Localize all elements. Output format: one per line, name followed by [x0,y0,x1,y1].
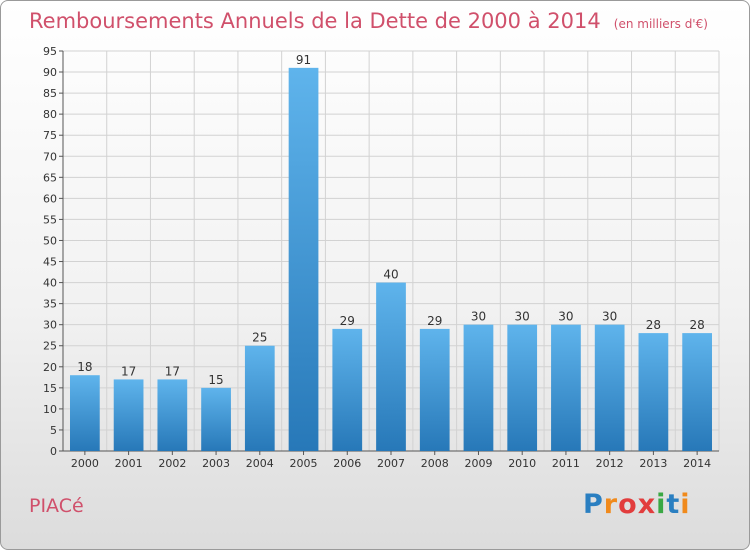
data-label: 29 [340,314,355,328]
x-tick-label: 2000 [71,457,99,470]
bar [594,324,625,451]
y-tick-label: 35 [43,298,57,311]
y-tick-label: 15 [43,382,57,395]
y-tick-label: 85 [43,87,57,100]
data-label: 30 [515,310,530,324]
bar [201,387,231,451]
data-label: 28 [689,318,704,332]
bar [69,375,100,451]
bar [638,333,669,451]
x-tick-label: 2009 [464,457,492,470]
y-tick-label: 5 [50,424,57,437]
bar [113,379,144,451]
x-tick-label: 2003 [202,457,230,470]
x-tick-label: 2014 [683,457,711,470]
bar [682,333,713,451]
y-tick-label: 60 [43,192,57,205]
data-label: 30 [471,310,486,324]
bar [419,328,450,451]
y-tick-label: 95 [43,45,57,58]
bar [551,324,581,451]
data-label: 17 [165,364,180,378]
y-tick-label: 20 [43,361,57,374]
data-label: 25 [252,331,267,345]
x-tick-label: 2001 [115,457,143,470]
bar [463,324,494,451]
chart-title-row: Remboursements Annuels de la Dette de 20… [29,9,708,33]
bar [288,67,319,451]
x-tick-label: 2005 [290,457,318,470]
data-label: 91 [296,53,311,67]
bar [332,328,363,451]
y-tick-label: 70 [43,150,57,163]
x-tick-label: 2008 [421,457,449,470]
bar [376,282,406,451]
y-tick-label: 30 [43,319,57,332]
y-tick-label: 25 [43,340,57,353]
chart-subtitle: (en milliers d'€) [613,17,708,31]
bar [157,379,188,451]
x-tick-label: 2010 [508,457,536,470]
y-tick-label: 80 [43,108,57,121]
x-tick-label: 2004 [246,457,274,470]
y-tick-label: 10 [43,403,57,416]
proxiti-logo: Proxiti [583,489,691,520]
data-label: 30 [558,310,573,324]
y-tick-label: 65 [43,171,57,184]
data-label: 29 [427,314,442,328]
y-tick-label: 45 [43,256,57,269]
x-tick-label: 2011 [552,457,580,470]
x-tick-label: 2013 [639,457,667,470]
x-tick-label: 2007 [377,457,405,470]
y-tick-label: 0 [50,445,57,458]
bar [507,324,538,451]
y-tick-label: 75 [43,129,57,142]
data-label: 28 [646,318,661,332]
data-label: 30 [602,310,617,324]
y-tick-label: 55 [43,213,57,226]
y-tick-label: 50 [43,234,57,247]
data-label: 15 [208,373,223,387]
chart-title: Remboursements Annuels de la Dette de 20… [29,9,601,33]
x-tick-label: 2006 [333,457,361,470]
x-tick-label: 2002 [158,457,186,470]
y-tick-label: 40 [43,277,57,290]
x-tick-label: 2012 [596,457,624,470]
data-label: 40 [383,268,398,282]
data-label: 17 [121,364,136,378]
y-tick-label: 90 [43,66,57,79]
bar [244,345,275,451]
commune-name: PIACé [29,495,84,517]
data-label: 18 [77,360,92,374]
